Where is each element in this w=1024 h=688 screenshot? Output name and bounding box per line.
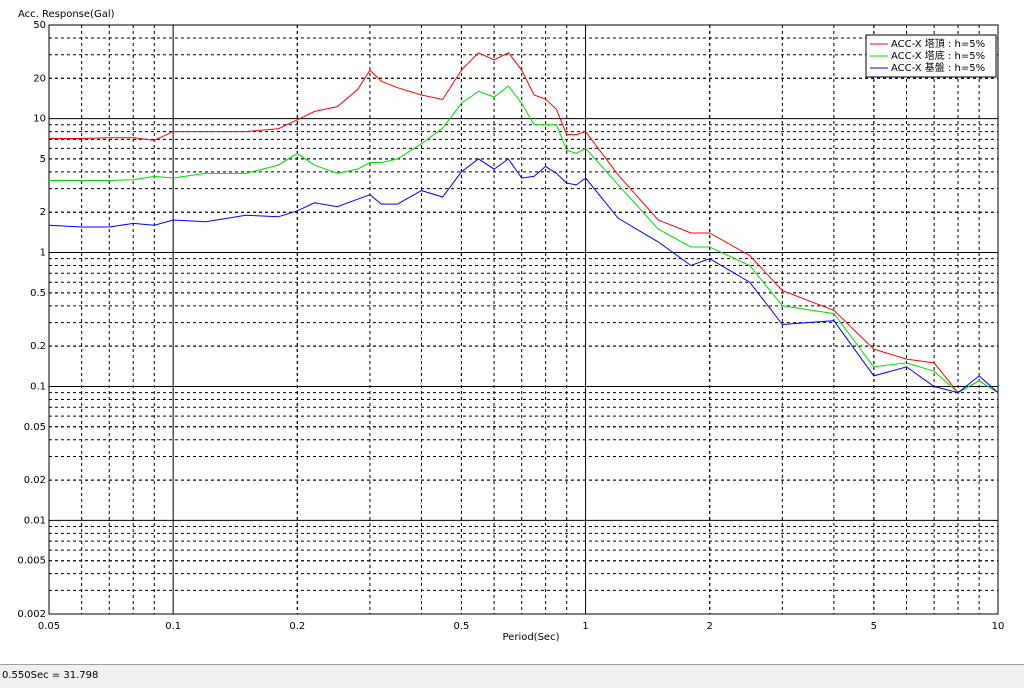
x-tick-label: 1 [582, 621, 588, 632]
y-tick-label: 2 [40, 207, 46, 218]
plot-area [49, 25, 998, 614]
chart: Acc. Response(Gal) Period(Sec) 50 20 10 5 2 1… [17, 9, 1005, 643]
y-tick-label: 10 [33, 114, 46, 125]
y-tick-label: 0.05 [24, 422, 46, 433]
series-line [48, 158, 999, 394]
legend-label: ACC-X 塔底 : h=5% [891, 49, 985, 62]
x-tick-label: 5 [871, 621, 877, 632]
y-tick-label: 5 [40, 154, 46, 165]
y-tick-label: 1 [40, 248, 46, 259]
y-tick-label: 0.01 [24, 515, 46, 526]
x-tick-label: 2 [707, 621, 713, 632]
legend-label: ACC-X 基盤 : h=5% [891, 61, 985, 74]
x-axis-label: Period(Sec) [503, 632, 560, 643]
x-tick-label: 0.05 [38, 621, 60, 632]
series-line [49, 52, 999, 394]
legend-label: ACC-X 塔頂 : h=5% [891, 37, 985, 50]
status-bar: 0.550Sec = 31.798 [0, 664, 1024, 688]
y-tick-label: 0.2 [30, 341, 46, 352]
y-tick-label: 50 [33, 20, 46, 31]
x-tick-label: 0.5 [453, 621, 469, 632]
y-tick-label: 20 [33, 73, 46, 84]
x-tick-label: 0.2 [289, 621, 305, 632]
y-tick-label: 0.02 [24, 475, 46, 486]
plot-frame [48, 24, 999, 615]
y-axis-label: Acc. Response(Gal) [18, 9, 115, 20]
y-tick-label: 0.1 [30, 381, 46, 392]
series-line [49, 85, 999, 394]
y-tick-label: 0.002 [17, 609, 46, 620]
y-tick-label: 0.5 [30, 288, 46, 299]
x-tick-label: 0.1 [165, 621, 181, 632]
x-tick-label: 10 [992, 621, 1005, 632]
y-tick-label: 0.005 [17, 556, 46, 567]
